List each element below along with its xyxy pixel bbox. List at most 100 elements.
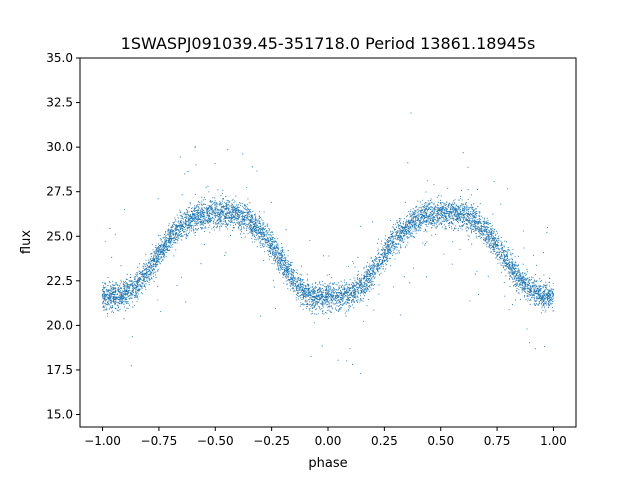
data-point xyxy=(177,221,179,223)
data-point xyxy=(121,301,123,303)
data-point xyxy=(405,233,407,235)
data-point xyxy=(500,264,502,266)
data-point xyxy=(533,300,536,302)
data-point xyxy=(221,212,223,214)
data-point xyxy=(375,273,377,275)
data-point xyxy=(479,233,481,235)
data-point xyxy=(467,221,469,223)
data-point xyxy=(190,224,192,226)
data-point xyxy=(369,263,371,265)
data-point xyxy=(434,221,436,223)
data-point xyxy=(515,283,517,285)
data-point xyxy=(160,249,162,251)
data-point xyxy=(532,277,534,279)
data-point xyxy=(287,250,289,252)
data-point xyxy=(408,226,410,228)
data-point xyxy=(214,203,216,205)
data-point xyxy=(324,300,327,302)
data-point xyxy=(354,287,356,290)
data-point xyxy=(398,237,400,239)
data-point xyxy=(396,237,398,240)
data-point xyxy=(409,211,411,213)
data-point xyxy=(425,204,427,206)
data-point xyxy=(127,292,129,294)
data-point xyxy=(441,226,443,228)
data-point xyxy=(329,290,331,292)
data-point xyxy=(446,206,448,208)
data-point xyxy=(137,274,139,276)
data-point xyxy=(120,281,122,283)
data-point xyxy=(319,303,322,305)
data-point xyxy=(349,279,351,281)
data-point xyxy=(357,289,359,291)
data-point xyxy=(345,315,347,317)
data-point xyxy=(144,276,146,278)
data-point xyxy=(284,267,286,269)
data-point xyxy=(409,213,411,215)
data-point xyxy=(333,283,335,285)
data-point xyxy=(328,290,330,292)
data-point xyxy=(359,299,361,301)
data-point xyxy=(364,280,366,282)
data-point xyxy=(207,219,209,221)
data-point xyxy=(360,295,362,297)
data-point xyxy=(254,220,256,222)
data-point xyxy=(514,280,516,282)
data-point xyxy=(300,297,302,299)
data-point xyxy=(363,278,365,280)
data-point xyxy=(461,212,463,214)
data-point xyxy=(202,199,204,201)
data-point xyxy=(145,270,148,272)
data-point xyxy=(304,300,306,302)
data-point xyxy=(302,279,304,281)
data-point xyxy=(316,292,318,294)
data-point xyxy=(366,272,368,274)
data-point xyxy=(344,302,346,304)
data-point xyxy=(480,225,482,227)
data-point xyxy=(320,298,322,300)
data-point xyxy=(468,212,470,214)
data-point xyxy=(471,217,473,219)
data-point xyxy=(277,238,279,240)
data-point xyxy=(347,287,349,289)
data-point xyxy=(135,288,137,290)
scatter-points xyxy=(102,112,554,375)
data-point xyxy=(518,285,520,288)
data-point xyxy=(473,212,475,214)
data-point xyxy=(413,224,416,226)
data-point xyxy=(344,312,346,314)
data-point xyxy=(180,233,182,236)
data-point xyxy=(119,301,121,303)
data-point xyxy=(187,217,189,219)
data-point xyxy=(262,233,264,235)
data-point xyxy=(239,223,241,225)
data-point xyxy=(347,308,349,311)
data-point xyxy=(126,288,128,290)
data-point xyxy=(247,218,249,220)
data-point xyxy=(168,225,170,227)
data-point xyxy=(321,300,323,302)
data-point xyxy=(179,215,181,217)
data-point xyxy=(106,313,108,315)
data-point xyxy=(498,249,500,251)
data-point xyxy=(450,204,452,206)
data-point xyxy=(301,274,303,276)
data-point xyxy=(201,196,203,198)
data-point xyxy=(150,260,152,262)
data-point xyxy=(175,249,177,251)
data-point xyxy=(267,231,269,233)
data-point xyxy=(389,258,391,260)
data-point xyxy=(462,221,464,223)
data-point xyxy=(474,228,476,230)
data-point xyxy=(353,282,355,284)
data-point xyxy=(186,221,188,223)
data-point xyxy=(141,283,143,285)
data-point xyxy=(184,234,186,236)
data-point xyxy=(417,213,420,215)
data-point xyxy=(290,271,292,273)
data-point xyxy=(138,290,140,292)
data-point xyxy=(411,228,413,230)
data-point xyxy=(239,221,241,223)
data-point xyxy=(456,220,459,223)
data-point xyxy=(105,286,107,288)
